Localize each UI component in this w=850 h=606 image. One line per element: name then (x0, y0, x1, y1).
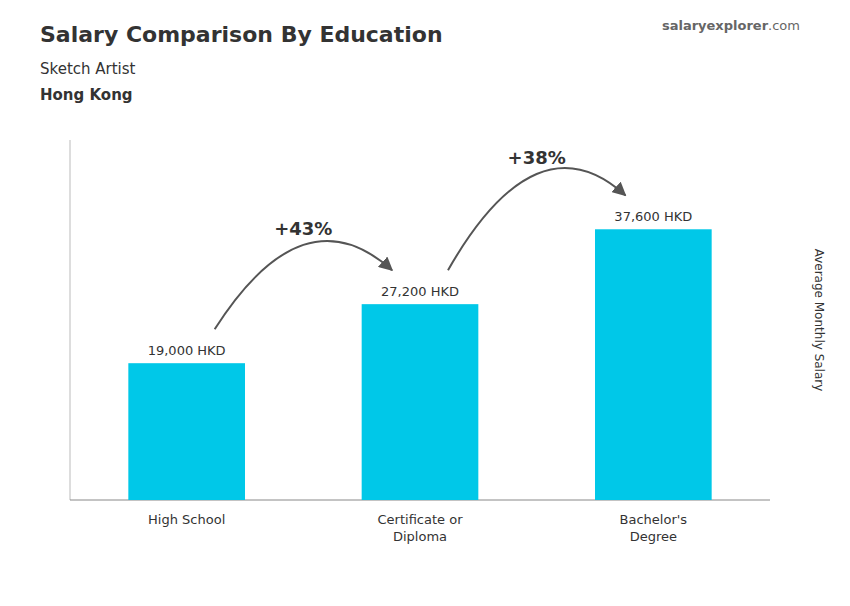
data-label: 27,200 HKD (381, 284, 459, 299)
y-axis-label: Average Monthly Salary (812, 249, 826, 392)
y-axis-line (70, 140, 71, 500)
watermark-part: .com (768, 18, 800, 33)
change-label: +38% (508, 147, 566, 168)
bars (128, 229, 711, 500)
change-arrow (215, 241, 392, 329)
data-label: 37,600 HKD (614, 209, 692, 224)
title: Salary Comparison By Education (40, 22, 443, 47)
watermark-part: explorer (707, 18, 769, 33)
change-label: +43% (274, 218, 332, 239)
watermark-part: salary (662, 18, 707, 33)
subtitle: Sketch Artist (40, 60, 136, 78)
location: Hong Kong (40, 86, 133, 104)
watermark: salaryexplorer.com (662, 18, 800, 33)
x-tick-label: Certificate orDiploma (378, 512, 464, 544)
bar (595, 229, 712, 500)
data-label: 19,000 HKD (148, 343, 226, 358)
bar (362, 304, 479, 500)
chart-container: Salary Comparison By Education Sketch Art… (0, 0, 850, 606)
x-tick-label: Bachelor'sDegree (620, 512, 688, 544)
chart: Salary Comparison By Education Sketch Art… (0, 0, 850, 606)
x-tick-label: High School (148, 512, 225, 527)
bar (128, 363, 245, 500)
change-arrow (448, 168, 625, 270)
